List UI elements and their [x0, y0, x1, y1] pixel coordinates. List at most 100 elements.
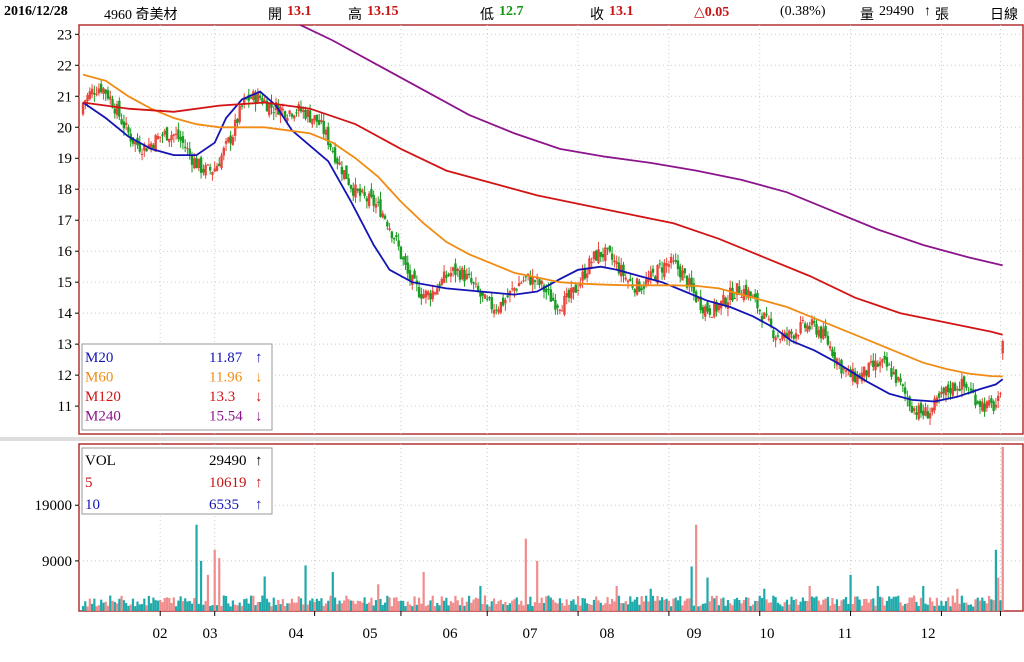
- candle-body: [715, 302, 718, 312]
- volume-bar: [118, 598, 121, 611]
- volume-bar: [445, 597, 448, 611]
- candle-body: [524, 276, 528, 278]
- volume-bar: [638, 604, 641, 611]
- candle-body: [81, 102, 85, 115]
- candle-body: [486, 298, 489, 300]
- volume-bar: [658, 600, 661, 611]
- candle-body: [190, 155, 194, 165]
- volume-bar: [783, 602, 786, 611]
- volume-bar: [206, 574, 210, 611]
- legend-value: 13.3: [209, 389, 235, 405]
- volume-bar: [159, 599, 162, 611]
- price-tick-label: 23: [57, 27, 72, 43]
- candle-body: [526, 273, 530, 276]
- candle-body: [172, 134, 176, 136]
- candle-body: [349, 185, 353, 189]
- candle-body: [629, 278, 632, 282]
- volume-bar: [527, 604, 530, 611]
- candle-body: [517, 283, 521, 287]
- volume-bar: [556, 603, 559, 611]
- volume-bar: [238, 602, 241, 611]
- volume-bar: [513, 599, 516, 611]
- volume-bar: [813, 597, 816, 611]
- volume-bar: [100, 599, 103, 611]
- candle-body: [270, 101, 273, 108]
- volume-bar: [231, 600, 234, 611]
- volume-bar: [417, 597, 421, 611]
- candle-body: [495, 309, 498, 311]
- volume-bar: [681, 605, 684, 611]
- candle-body: [856, 374, 859, 385]
- volume-bar: [951, 595, 954, 611]
- candle-body: [740, 296, 743, 298]
- candle-body: [159, 136, 162, 138]
- candle-body: [208, 166, 212, 171]
- volume-bar: [558, 598, 561, 611]
- candle-body: [449, 272, 453, 277]
- volume-bar: [331, 572, 334, 611]
- candle-body: [590, 262, 593, 264]
- candle-body: [599, 251, 602, 257]
- candle-body: [497, 309, 500, 313]
- candle-body: [710, 316, 714, 318]
- candle-body: [317, 119, 321, 125]
- volume-bar: [199, 560, 203, 611]
- volume-bar: [533, 602, 537, 611]
- candle-body: [813, 321, 816, 324]
- x-tick-label: 06: [443, 626, 459, 642]
- volume-bar: [388, 597, 391, 611]
- candle-body: [134, 141, 137, 145]
- candle-body: [570, 288, 573, 299]
- volume-bar: [168, 597, 171, 611]
- volume-bar: [926, 604, 929, 611]
- legend-name: 5: [85, 475, 93, 491]
- volume-bar: [270, 606, 273, 611]
- candle-body: [926, 411, 929, 419]
- volume-bar: [461, 597, 464, 611]
- candle-body: [760, 315, 764, 322]
- price-tick-label: 15: [57, 275, 72, 291]
- volume-bar: [320, 598, 323, 611]
- volume-bar: [974, 599, 977, 611]
- x-tick-label: 11: [838, 626, 852, 642]
- price-tick-label: 20: [57, 120, 72, 136]
- candle-body: [179, 136, 182, 141]
- volume-bar: [831, 597, 834, 611]
- candle-body: [445, 275, 448, 278]
- volume-bar: [636, 596, 639, 611]
- volume-bar: [672, 598, 675, 611]
- volume-bar: [599, 602, 602, 611]
- volume-bar: [947, 597, 950, 611]
- candle-body: [567, 289, 571, 298]
- volume-bar: [288, 603, 291, 611]
- candle-body: [965, 384, 968, 389]
- candle-body: [222, 147, 225, 156]
- candle-body: [109, 96, 112, 100]
- candle-body: [520, 282, 523, 284]
- volume-bar: [988, 595, 991, 611]
- candle-body: [724, 297, 727, 307]
- candle-body: [838, 361, 841, 363]
- quote-header: 2016/12/28 4960 奇美材 開 13.1 高 13.15 低 12.…: [0, 0, 1024, 24]
- candle-body: [106, 90, 110, 99]
- volume-bar: [631, 601, 634, 611]
- candle-body: [654, 276, 657, 280]
- volume-bar: [910, 597, 913, 611]
- volume-bar: [240, 605, 244, 611]
- volume-bar: [195, 524, 198, 611]
- candle-body: [436, 288, 439, 295]
- volume-bar: [190, 603, 194, 611]
- candle-body: [229, 135, 232, 144]
- volume-bar: [156, 600, 160, 611]
- volume-bar: [563, 605, 566, 611]
- candle-body: [529, 275, 532, 285]
- volume-bar: [224, 596, 228, 611]
- volume-bar: [976, 597, 979, 611]
- candle-body: [701, 307, 705, 314]
- candle-body: [994, 404, 998, 408]
- volume-bar: [917, 605, 920, 611]
- volume-bar: [851, 604, 854, 611]
- candle-body: [990, 398, 993, 403]
- volume-bar: [708, 601, 711, 611]
- volume-bar: [488, 606, 491, 611]
